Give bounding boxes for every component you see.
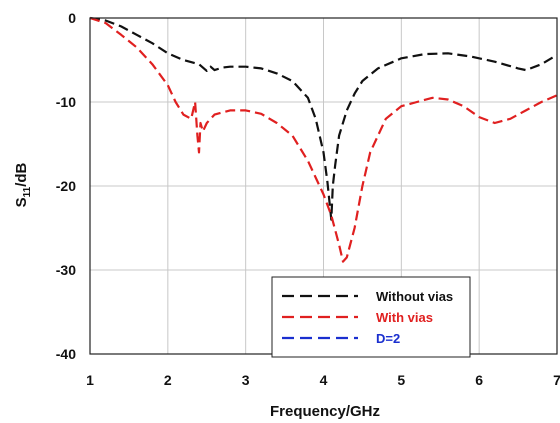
series-group (89, 16, 558, 263)
legend-label-without-vias: Without vias (376, 289, 453, 304)
series-line-without-vias (89, 16, 558, 221)
x-tick-label: 1 (86, 372, 94, 388)
y-axis-title-unit: /dB (13, 162, 30, 186)
x-tick-label: 4 (320, 372, 328, 388)
legend-label-with-vias: With vias (376, 310, 433, 325)
series-line-with-vias (89, 16, 558, 263)
y-axis-title-subscript: 11 (22, 186, 33, 197)
tick-labels: 1 2 3 4 5 6 7 0 -10 -20 -30 -40 (56, 10, 560, 388)
x-axis-title: Frequency/GHz (270, 403, 380, 420)
legend-label-d-2: D=2 (376, 331, 400, 346)
x-tick-label: 6 (475, 372, 483, 388)
y-tick-label: -20 (56, 178, 76, 194)
y-tick-label: -30 (56, 262, 76, 278)
y-tick-label: -40 (56, 346, 76, 362)
legend: Without vias With vias D=2 (271, 276, 471, 358)
x-tick-label: 7 (553, 372, 560, 388)
x-tick-label: 2 (164, 372, 172, 388)
x-tick-label: 3 (242, 372, 250, 388)
y-tick-label: 0 (68, 10, 76, 26)
y-axis-title-main: S (13, 197, 30, 207)
x-tick-label: 5 (397, 372, 405, 388)
y-axis-title: S11/dB (13, 162, 33, 207)
y-tick-label: -10 (56, 94, 76, 110)
